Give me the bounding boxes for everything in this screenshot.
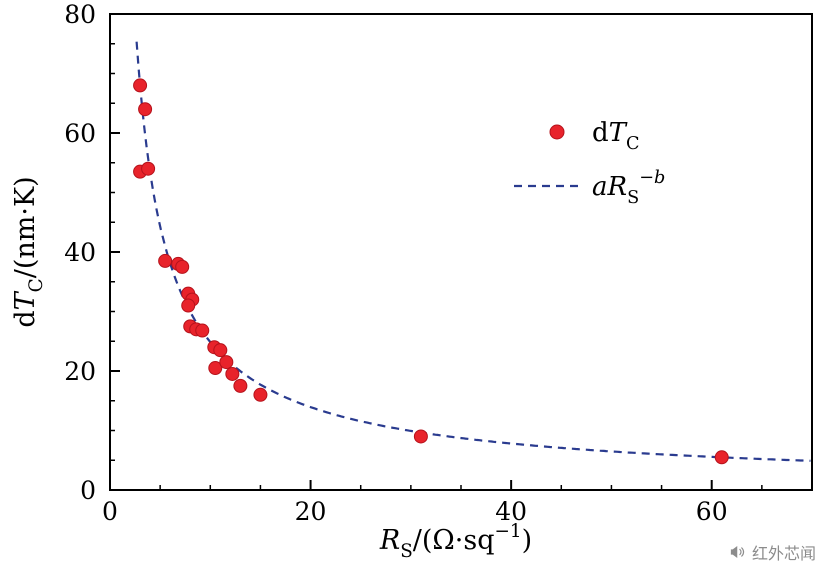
x-tick-label: 0: [102, 497, 118, 526]
plot-frame: [109, 13, 813, 491]
y-tick-label: 20: [64, 357, 96, 386]
watermark-text: 红外芯闻: [751, 544, 816, 563]
y-axis-label: dTC/(nm·K): [10, 176, 47, 327]
x-tick-label: 60: [696, 497, 728, 526]
x-axis-label: RS/(Ω·sq−1): [379, 521, 532, 562]
data-point: [158, 253, 173, 268]
megaphone-icon: [729, 543, 747, 561]
data-point: [181, 298, 196, 313]
data-point: [413, 429, 428, 444]
data-point: [195, 323, 210, 338]
legend: dTC aRS−b: [514, 118, 665, 208]
y-tick-label: 60: [64, 119, 96, 148]
data-point: [175, 259, 190, 274]
data-point: [208, 361, 223, 376]
data-point: [219, 355, 234, 370]
data-point: [138, 102, 153, 117]
y-tick-label: 0: [80, 476, 96, 505]
x-tick-label: 40: [495, 497, 527, 526]
legend-label: aRS−b: [592, 168, 665, 208]
data-point: [225, 366, 240, 381]
y-tick-label: 80: [64, 0, 96, 29]
legend-dot-marker: [549, 124, 565, 140]
data-point: [714, 450, 729, 465]
data-point: [253, 387, 268, 402]
fit-line: [135, 41, 811, 462]
legend-label: dTC: [592, 118, 640, 154]
data-point: [133, 78, 148, 93]
data-point: [141, 161, 156, 176]
x-tick-label: 20: [295, 497, 327, 526]
data-point: [213, 343, 228, 358]
y-tick-label: 40: [64, 238, 96, 267]
watermark: 红外芯闻: [729, 540, 816, 564]
data-point: [233, 378, 248, 393]
